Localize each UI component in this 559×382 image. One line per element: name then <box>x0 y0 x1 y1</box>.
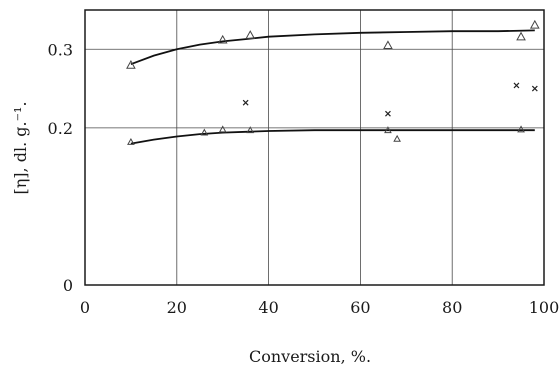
data-point <box>245 30 256 39</box>
data-point <box>200 128 209 136</box>
data-point <box>384 126 392 134</box>
point-layer <box>126 19 540 145</box>
data-point <box>218 125 227 133</box>
data-point <box>385 110 391 117</box>
fit-curve <box>130 29 535 66</box>
fit-curve <box>130 129 535 145</box>
data-point <box>217 34 228 44</box>
y-tick-label: 0.3 <box>48 40 73 59</box>
x-tick-label: 0 <box>80 298 90 317</box>
data-point <box>242 99 249 106</box>
data-point <box>531 85 538 92</box>
data-point <box>393 134 401 142</box>
plot-frame <box>84 9 545 286</box>
y-tick-labels: 0 0.2 0.3 <box>48 40 73 295</box>
curve-layer <box>130 29 535 145</box>
data-point <box>383 40 393 50</box>
x-tick-label: 60 <box>350 298 370 317</box>
y-tick-label: 0.2 <box>48 119 73 138</box>
grid-layer <box>85 10 544 285</box>
x-tick-label: 20 <box>167 298 187 317</box>
x-axis-title: Conversion, %. <box>249 347 371 366</box>
x-tick-label: 100 <box>529 298 559 317</box>
data-point <box>516 31 526 41</box>
data-point <box>246 126 255 134</box>
plot-background <box>85 10 544 285</box>
data-point <box>513 82 520 89</box>
data-point <box>529 19 540 29</box>
x-tick-label: 80 <box>442 298 462 317</box>
x-tick-labels: 0 20 40 60 80 100 <box>80 298 559 317</box>
y-axis-title: [η], dl. g.⁻¹. <box>11 101 30 194</box>
y-tick-label: 0 <box>63 276 73 295</box>
x-tick-label: 40 <box>258 298 278 317</box>
data-point <box>127 137 135 145</box>
data-point <box>126 59 136 69</box>
data-point <box>517 125 525 133</box>
